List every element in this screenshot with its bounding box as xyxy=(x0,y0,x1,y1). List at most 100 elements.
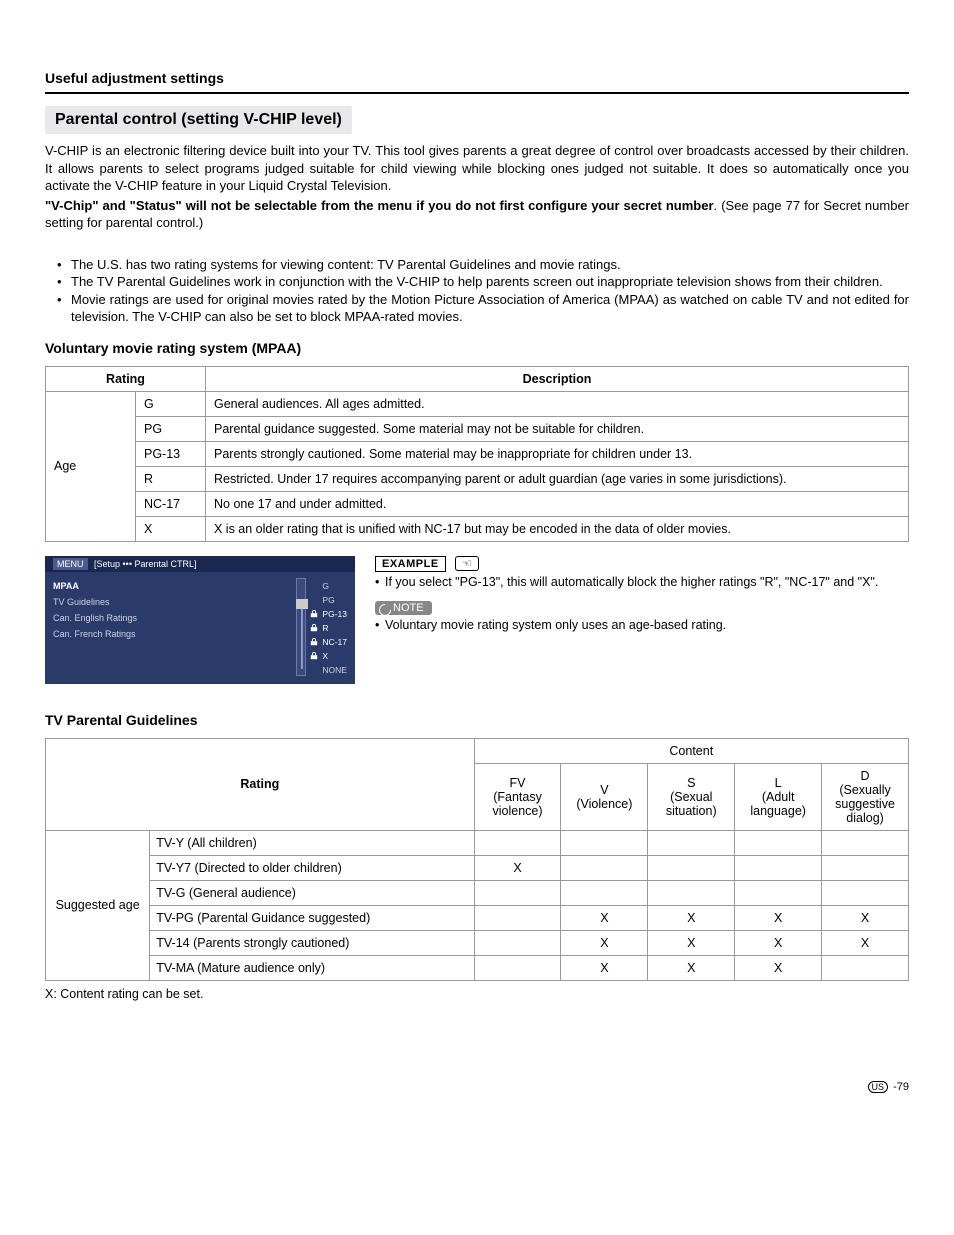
us-badge-icon: US xyxy=(868,1081,889,1093)
lock-icon xyxy=(310,582,318,590)
bullet-item: Movie ratings are used for original movi… xyxy=(61,291,909,326)
osd-rating-item: X xyxy=(310,650,347,662)
tvpg-cell: X xyxy=(648,930,735,955)
tvpg-cell xyxy=(561,830,648,855)
tvpg-cell xyxy=(822,830,909,855)
mpaa-rating-desc: Parental guidance suggested. Some materi… xyxy=(206,416,909,441)
example-text: If you select "PG-13", this will automat… xyxy=(375,574,909,591)
tvpg-cell: X xyxy=(735,955,822,980)
osd-slider xyxy=(296,578,306,676)
tvpg-cell: X xyxy=(648,955,735,980)
tvpg-cell xyxy=(474,880,561,905)
tvpg-heading: TV Parental Guidelines xyxy=(45,712,909,728)
tvpg-cell xyxy=(474,955,561,980)
tvpg-cell xyxy=(822,855,909,880)
intro-bullets: The U.S. has two rating systems for view… xyxy=(45,256,909,326)
tvpg-content-col: V(Violence) xyxy=(561,763,648,830)
osd-rating-item: NONE xyxy=(310,664,347,676)
osd-rating-code: PG-13 xyxy=(322,609,347,619)
page-header: Useful adjustment settings xyxy=(45,70,909,94)
tvpg-cell xyxy=(561,855,648,880)
mpaa-rating-desc: Restricted. Under 17 requires accompanyi… xyxy=(206,466,909,491)
tvpg-content-col: FV(Fantasy violence) xyxy=(474,763,561,830)
mpaa-rating-desc: X is an older rating that is unified wit… xyxy=(206,516,909,541)
tvpg-cell xyxy=(822,880,909,905)
intro-bold: "V-Chip" and "Status" will not be select… xyxy=(45,198,714,213)
tvpg-cell: X xyxy=(735,905,822,930)
osd-left-item: TV Guidelines xyxy=(53,594,173,610)
tvpg-cell xyxy=(735,880,822,905)
lock-icon xyxy=(310,638,318,646)
tvpg-cell xyxy=(648,855,735,880)
osd-left-menu: MPAATV GuidelinesCan. English RatingsCan… xyxy=(53,578,173,676)
tvpg-footnote: X: Content rating can be set. xyxy=(45,987,909,1001)
osd-rating-code: NONE xyxy=(322,665,347,675)
mpaa-col-rating: Rating xyxy=(46,366,206,391)
tvpg-content-col: D(Sexually suggestive dialog) xyxy=(822,763,909,830)
osd-left-item: Can. French Ratings xyxy=(53,626,173,642)
mpaa-rating-code: PG-13 xyxy=(136,441,206,466)
osd-rating-item: G xyxy=(310,580,347,592)
tvpg-table: Rating Content FV(Fantasy violence)V(Vio… xyxy=(45,738,909,981)
tvpg-cell xyxy=(561,880,648,905)
osd-rating-item: PG-13 xyxy=(310,608,347,620)
tvpg-cell: X xyxy=(822,905,909,930)
tvpg-rating-label: TV-Y7 (Directed to older children) xyxy=(150,855,474,880)
osd-rating-code: R xyxy=(322,623,328,633)
osd-rating-code: NC-17 xyxy=(322,637,347,647)
tvpg-cell xyxy=(648,880,735,905)
mpaa-rating-code: X xyxy=(136,516,206,541)
tvpg-rating-header: Rating xyxy=(46,738,475,830)
tvpg-rating-label: TV-G (General audience) xyxy=(150,880,474,905)
page-num-text: -79 xyxy=(893,1081,909,1093)
mpaa-rating-desc: Parents strongly cautioned. Some materia… xyxy=(206,441,909,466)
osd-rating-code: G xyxy=(322,581,329,591)
mpaa-rating-desc: No one 17 and under admitted. xyxy=(206,491,909,516)
section-title: Parental control (setting V-CHIP level) xyxy=(45,106,352,134)
bullet-item: The U.S. has two rating systems for view… xyxy=(61,256,909,274)
tvpg-cell xyxy=(735,830,822,855)
hand-icon: ☜ xyxy=(455,556,479,571)
osd-menu-label: MENU xyxy=(53,558,88,570)
osd-rating-item: PG xyxy=(310,594,347,606)
mpaa-rating-code: G xyxy=(136,391,206,416)
tvpg-cell xyxy=(648,830,735,855)
osd-screenshot: MENU [Setup ••• Parental CTRL] MPAATV Gu… xyxy=(45,556,355,684)
tvpg-cell: X xyxy=(822,930,909,955)
tvpg-cell xyxy=(474,830,561,855)
tvpg-content-header: Content xyxy=(474,738,908,763)
tvpg-cell: X xyxy=(561,905,648,930)
tvpg-cell: X xyxy=(474,855,561,880)
lock-icon xyxy=(310,610,318,618)
intro-warning: "V-Chip" and "Status" will not be select… xyxy=(45,197,909,232)
mpaa-rating-desc: General audiences. All ages admitted. xyxy=(206,391,909,416)
mpaa-heading: Voluntary movie rating system (MPAA) xyxy=(45,340,909,356)
tvpg-cell: X xyxy=(561,930,648,955)
lock-icon xyxy=(310,652,318,660)
lock-icon xyxy=(310,596,318,604)
intro-paragraph: V-CHIP is an electronic filtering device… xyxy=(45,142,909,195)
tvpg-cell xyxy=(822,955,909,980)
osd-left-item: Can. English Ratings xyxy=(53,610,173,626)
note-text: Voluntary movie rating system only uses … xyxy=(375,617,909,634)
tvpg-cell xyxy=(735,855,822,880)
osd-header: MENU [Setup ••• Parental CTRL] xyxy=(45,556,355,572)
tvpg-cell xyxy=(474,930,561,955)
mpaa-rating-code: PG xyxy=(136,416,206,441)
example-label: EXAMPLE xyxy=(375,556,446,572)
tvpg-cell: X xyxy=(735,930,822,955)
tvpg-cell: X xyxy=(561,955,648,980)
osd-breadcrumb: [Setup ••• Parental CTRL] xyxy=(94,559,197,569)
mpaa-rating-code: NC-17 xyxy=(136,491,206,516)
mpaa-row-label: Age xyxy=(46,391,136,541)
tvpg-content-col: L(Adult language) xyxy=(735,763,822,830)
mpaa-rating-code: R xyxy=(136,466,206,491)
osd-rating-item: NC-17 xyxy=(310,636,347,648)
tvpg-cell: X xyxy=(648,905,735,930)
osd-rating-list: G PG PG-13 R NC-17 X NONE xyxy=(310,578,347,676)
tvpg-cell xyxy=(474,905,561,930)
mpaa-col-desc: Description xyxy=(206,366,909,391)
note-label: NOTE xyxy=(375,601,432,615)
osd-rating-code: PG xyxy=(322,595,334,605)
page-number: US -79 xyxy=(45,1081,909,1093)
